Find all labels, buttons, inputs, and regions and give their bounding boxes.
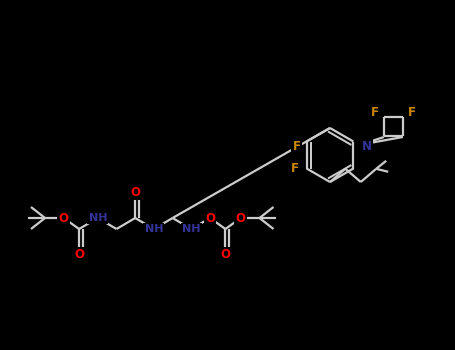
Text: O: O bbox=[59, 211, 69, 224]
Text: O: O bbox=[205, 211, 215, 224]
Text: O: O bbox=[74, 248, 84, 261]
Text: NH: NH bbox=[182, 224, 201, 234]
Text: F: F bbox=[371, 105, 379, 119]
Text: N: N bbox=[361, 140, 371, 153]
Text: F: F bbox=[408, 105, 416, 119]
Text: F: F bbox=[291, 162, 298, 175]
Text: F: F bbox=[293, 140, 301, 153]
Text: O: O bbox=[236, 211, 246, 224]
Text: O: O bbox=[220, 248, 230, 261]
Text: NH: NH bbox=[145, 224, 163, 234]
Text: NH: NH bbox=[89, 213, 107, 223]
Text: O: O bbox=[130, 186, 140, 199]
